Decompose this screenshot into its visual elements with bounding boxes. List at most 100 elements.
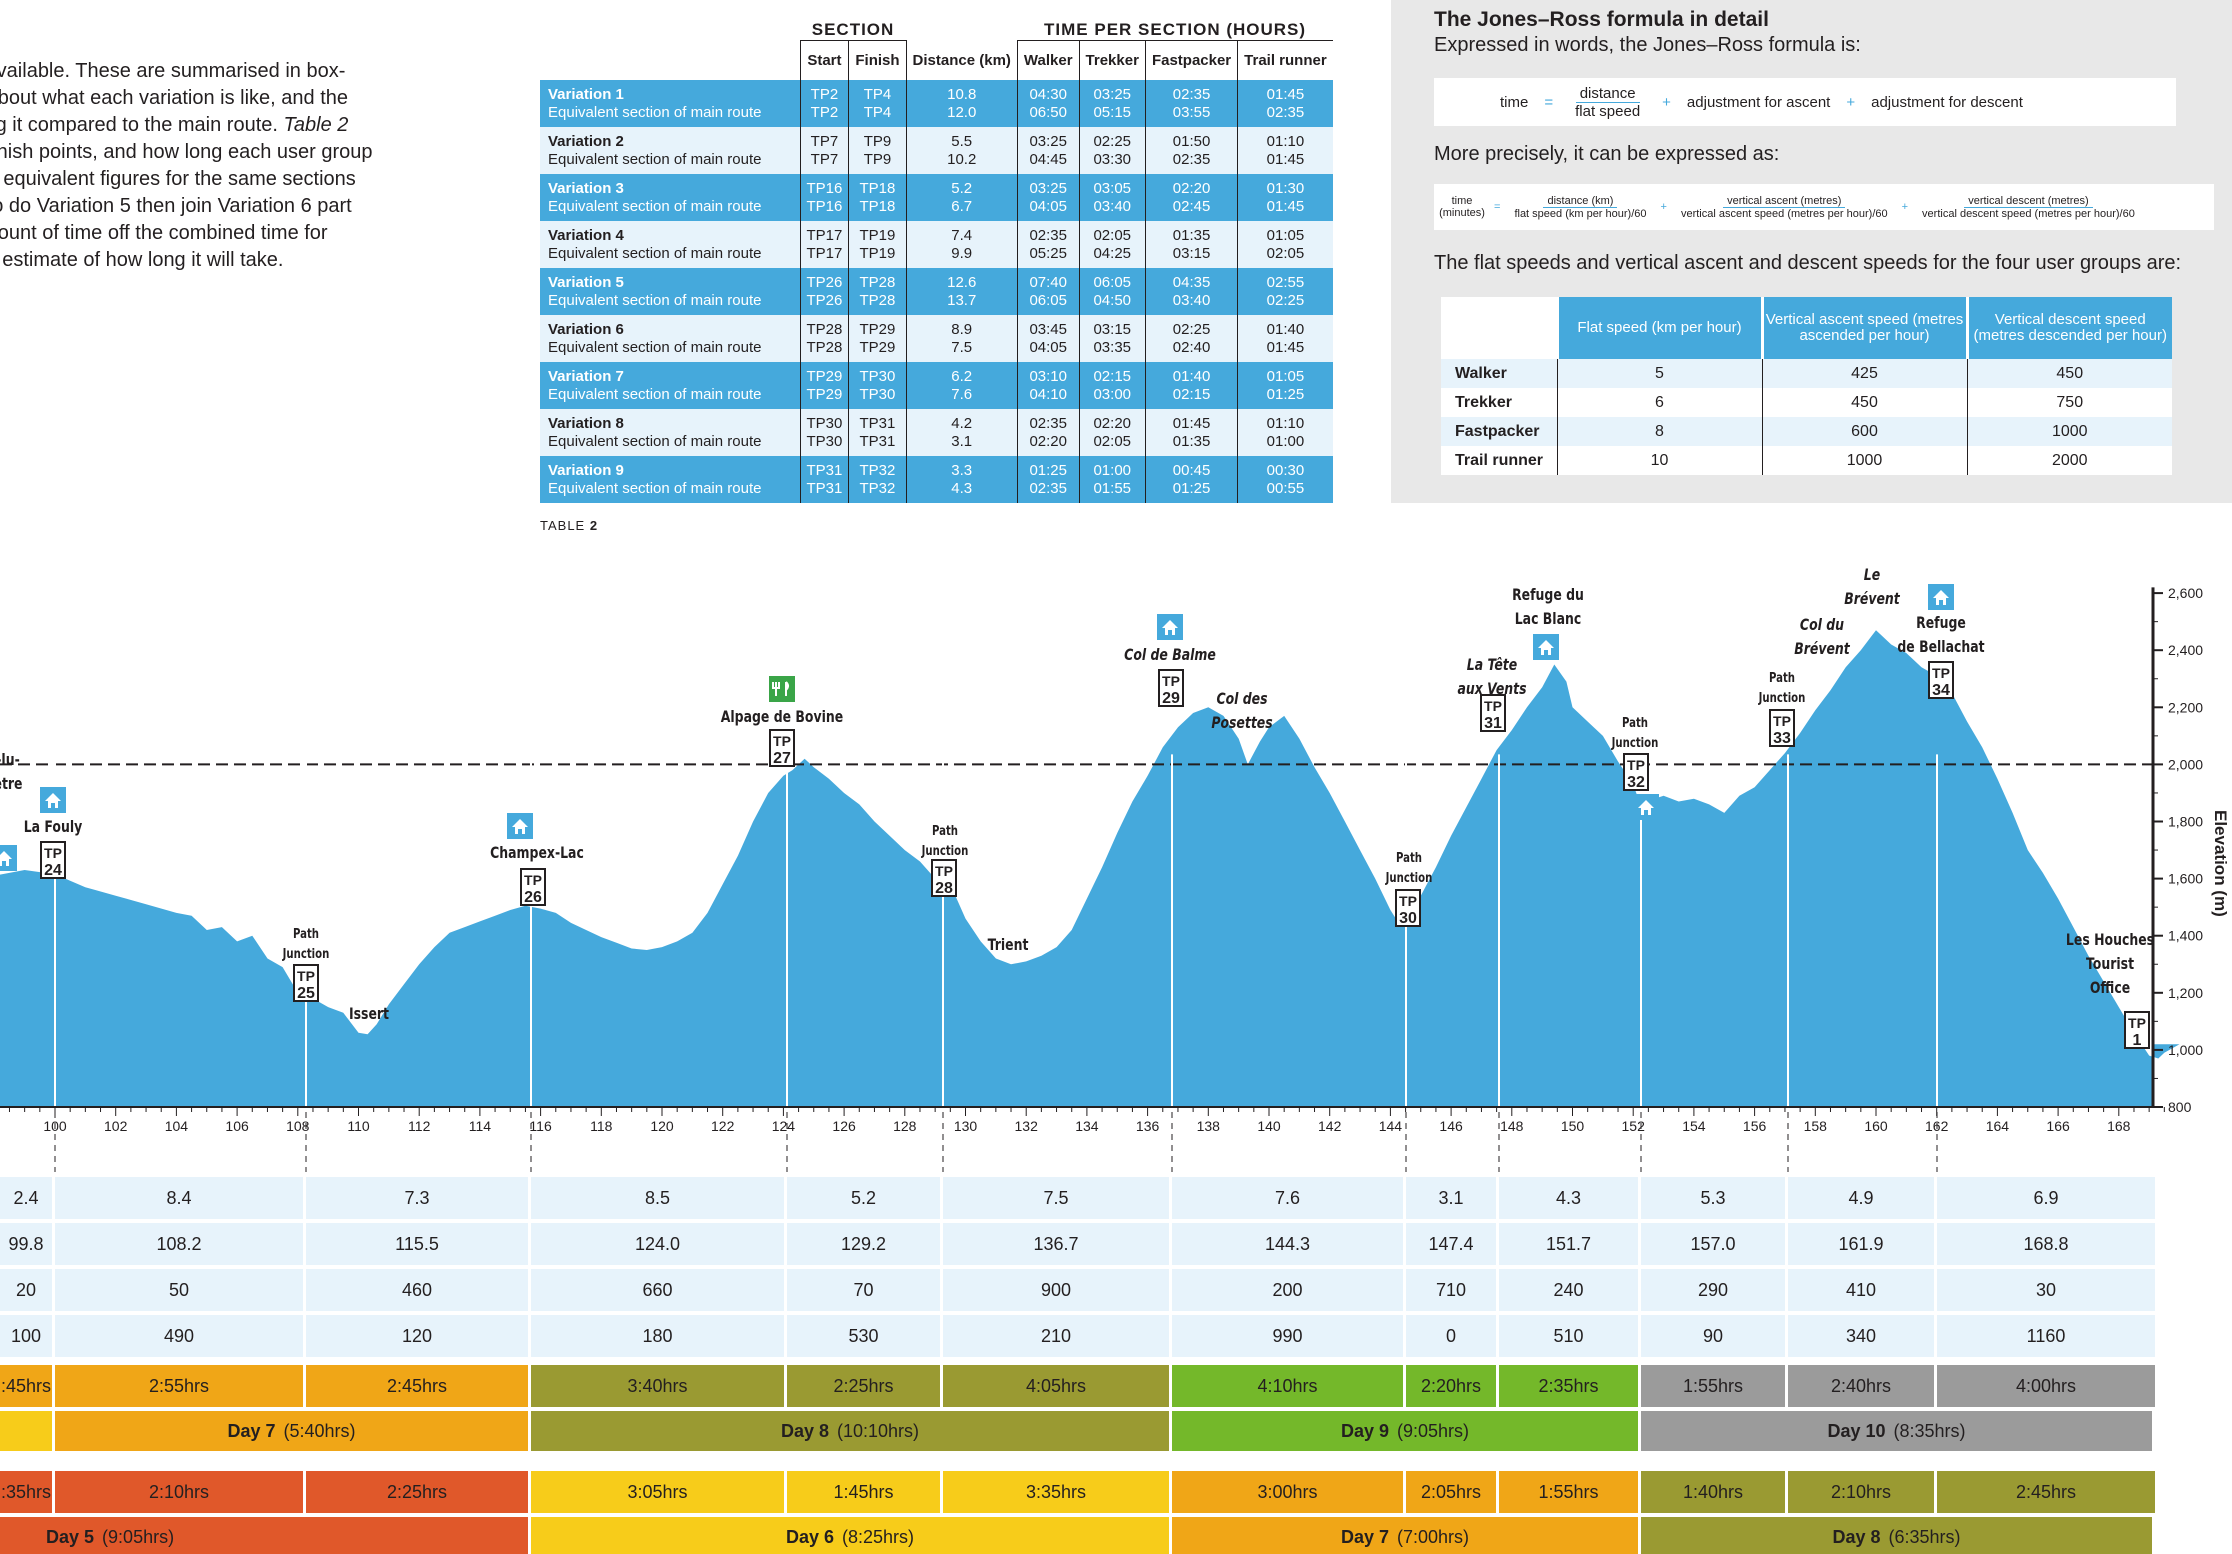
speed-value: 600 xyxy=(1761,417,1967,446)
variation-name-cell: Variation 4 Equivalent section of main ro… xyxy=(540,221,800,268)
place-label-line: ètre xyxy=(0,776,23,794)
x-tick-label: 148 xyxy=(1500,1118,1524,1134)
cell-fast: 00:45 01:25 xyxy=(1144,456,1238,503)
place-label: Path Junction xyxy=(1385,850,1433,886)
tp-box xyxy=(1769,709,1795,747)
fraction-num: vertical ascent (metres) xyxy=(1723,195,1846,208)
intro-line-text: the equivalent figures for the same sect… xyxy=(0,168,356,190)
cell-start: TP29 TP29 xyxy=(799,362,849,409)
day-cell: Day 7 (7:00hrs) xyxy=(1172,1517,1638,1554)
intro-line: the equivalent figures for the same sect… xyxy=(0,166,410,193)
cell-value: 6.2 xyxy=(951,367,973,385)
cell-start: TP30 TP30 xyxy=(799,409,849,456)
tp-prefix: TP xyxy=(1932,665,1950,681)
variation-name-cell: Variation 1 Equivalent section of main ro… xyxy=(540,80,800,127)
speed-row: Trail runner 10 1000 2000 xyxy=(1441,446,2172,475)
variation-sub: Equivalent section of main route xyxy=(548,103,762,121)
segment-cell: 144.3 xyxy=(1172,1223,1403,1265)
intro-line: d finish points, and how long each user … xyxy=(0,139,410,166)
place-label-line: La Fouly xyxy=(24,819,83,837)
cell-value: 03:40 xyxy=(1172,291,1211,309)
tp-prefix: TP xyxy=(1484,698,1502,714)
cell-value: 01:45 xyxy=(1266,338,1305,356)
cell-value: 00:45 xyxy=(1172,461,1211,479)
cell-value: 02:35 xyxy=(1029,226,1067,244)
cell-finish: TP28 TP28 xyxy=(848,268,907,315)
tp-box xyxy=(2124,1011,2150,1049)
cell-value: 00:55 xyxy=(1266,479,1305,497)
segment-cell: 340 xyxy=(1788,1315,1934,1357)
cell-value: 01:45 xyxy=(1266,85,1305,103)
x-tick-label: 106 xyxy=(225,1118,249,1134)
x-tick-label: 100 xyxy=(43,1118,67,1134)
table-row: Variation 5 Equivalent section of main ro… xyxy=(540,268,1333,315)
terrain-area xyxy=(0,630,2180,1107)
day-hours: (5:40hrs) xyxy=(283,1420,356,1441)
tp-box xyxy=(293,964,319,1002)
segment-cell: 157.0 xyxy=(1641,1223,1785,1265)
cell-value: 04:45 xyxy=(1029,150,1067,168)
x-tick-label: 120 xyxy=(650,1118,674,1134)
formula-time: time xyxy=(1500,93,1529,111)
variation-name: Variation 8 xyxy=(548,414,624,432)
cell-value: 4.3 xyxy=(951,479,973,497)
place-label-line: Les Houches xyxy=(2066,932,2154,950)
day-cell: Day 9 (9:05hrs) xyxy=(1172,1411,1638,1451)
variation-name: Variation 1 xyxy=(548,85,624,103)
speed-value: 1000 xyxy=(1966,417,2172,446)
segment-cell: 2:45hrs xyxy=(306,1365,528,1407)
segment-cell: 2:20hrs xyxy=(1406,1365,1496,1407)
cell-value: 03:40 xyxy=(1093,197,1132,215)
intro-line: e to do Variation 5 then join Variation … xyxy=(0,193,410,220)
cell-runner: 00:30 00:55 xyxy=(1237,456,1333,503)
segment-cell: 2:10hrs xyxy=(55,1471,303,1513)
cell-value: 03:15 xyxy=(1172,244,1211,262)
variation-name-cell: Variation 6 Equivalent section of main ro… xyxy=(540,315,800,362)
cell-value: TP7 xyxy=(810,150,839,168)
fraction-num: distance xyxy=(1575,85,1640,103)
cell-value: 01:45 xyxy=(1266,197,1305,215)
cell-walker: 03:25 04:05 xyxy=(1016,174,1080,221)
speed-row: Trekker 6 450 750 xyxy=(1441,388,2172,417)
table-row: Variation 1 Equivalent section of main ro… xyxy=(540,80,1333,127)
segment-cell: 4:10hrs xyxy=(1172,1365,1403,1407)
intro-line-text: n about what each variation is like, and… xyxy=(0,87,349,109)
segment-cell: 3:05hrs xyxy=(531,1471,784,1513)
cell-value: 01:35 xyxy=(1172,226,1211,244)
segment-cell: 180 xyxy=(531,1315,784,1357)
col-header: Trail runner xyxy=(1237,40,1333,80)
cell-start: TP7 TP7 xyxy=(799,127,849,174)
cell-value: 02:25 xyxy=(1172,320,1211,338)
cell-value: TP17 xyxy=(806,244,843,262)
cell-value: 01:50 xyxy=(1172,132,1211,150)
place-label-line: Champex-Lac xyxy=(490,845,584,863)
cell-value: 02:20 xyxy=(1172,179,1211,197)
segment-cell: 1160 xyxy=(1937,1315,2155,1357)
segment-cell: 240 xyxy=(1499,1269,1638,1311)
tp-marker: TP29 xyxy=(1158,669,1184,707)
place-label: Path Junction xyxy=(1611,715,1659,751)
cell-value: 01:55 xyxy=(1093,479,1132,497)
tp-prefix: TP xyxy=(935,863,953,879)
day-hours: (6:35hrs) xyxy=(1888,1526,1961,1547)
tp-box xyxy=(931,859,957,897)
segment-cell: 4.9 xyxy=(1788,1177,1934,1219)
tp-marker: TP30 xyxy=(1395,889,1421,927)
cell-finish: TP18 TP18 xyxy=(848,174,907,221)
cell-value: 05:15 xyxy=(1093,103,1132,121)
cell-value: 7.6 xyxy=(951,385,973,403)
segment-cell: 5.3 xyxy=(1641,1177,1785,1219)
hut-icon xyxy=(1928,584,1954,610)
place-label: Refuge du Lac Blanc xyxy=(1512,587,1584,629)
cell-value: TP28 xyxy=(806,320,843,338)
fraction-den: vertical ascent speed (metres per hour)/… xyxy=(1680,207,1888,220)
cell-value: TP7 xyxy=(810,132,839,150)
cell-finish: TP9 TP9 xyxy=(848,127,907,174)
cell-value: 04:35 xyxy=(1172,273,1211,291)
variation-name: Variation 9 xyxy=(548,461,624,479)
y-tick-label: 2,200 xyxy=(2168,699,2203,715)
cell-value: 01:25 xyxy=(1172,479,1211,497)
intro-line: ving it compared to the main route. Tabl… xyxy=(0,112,410,139)
speed-value: 750 xyxy=(1966,388,2172,417)
cell-runner: 01:10 01:45 xyxy=(1237,127,1333,174)
